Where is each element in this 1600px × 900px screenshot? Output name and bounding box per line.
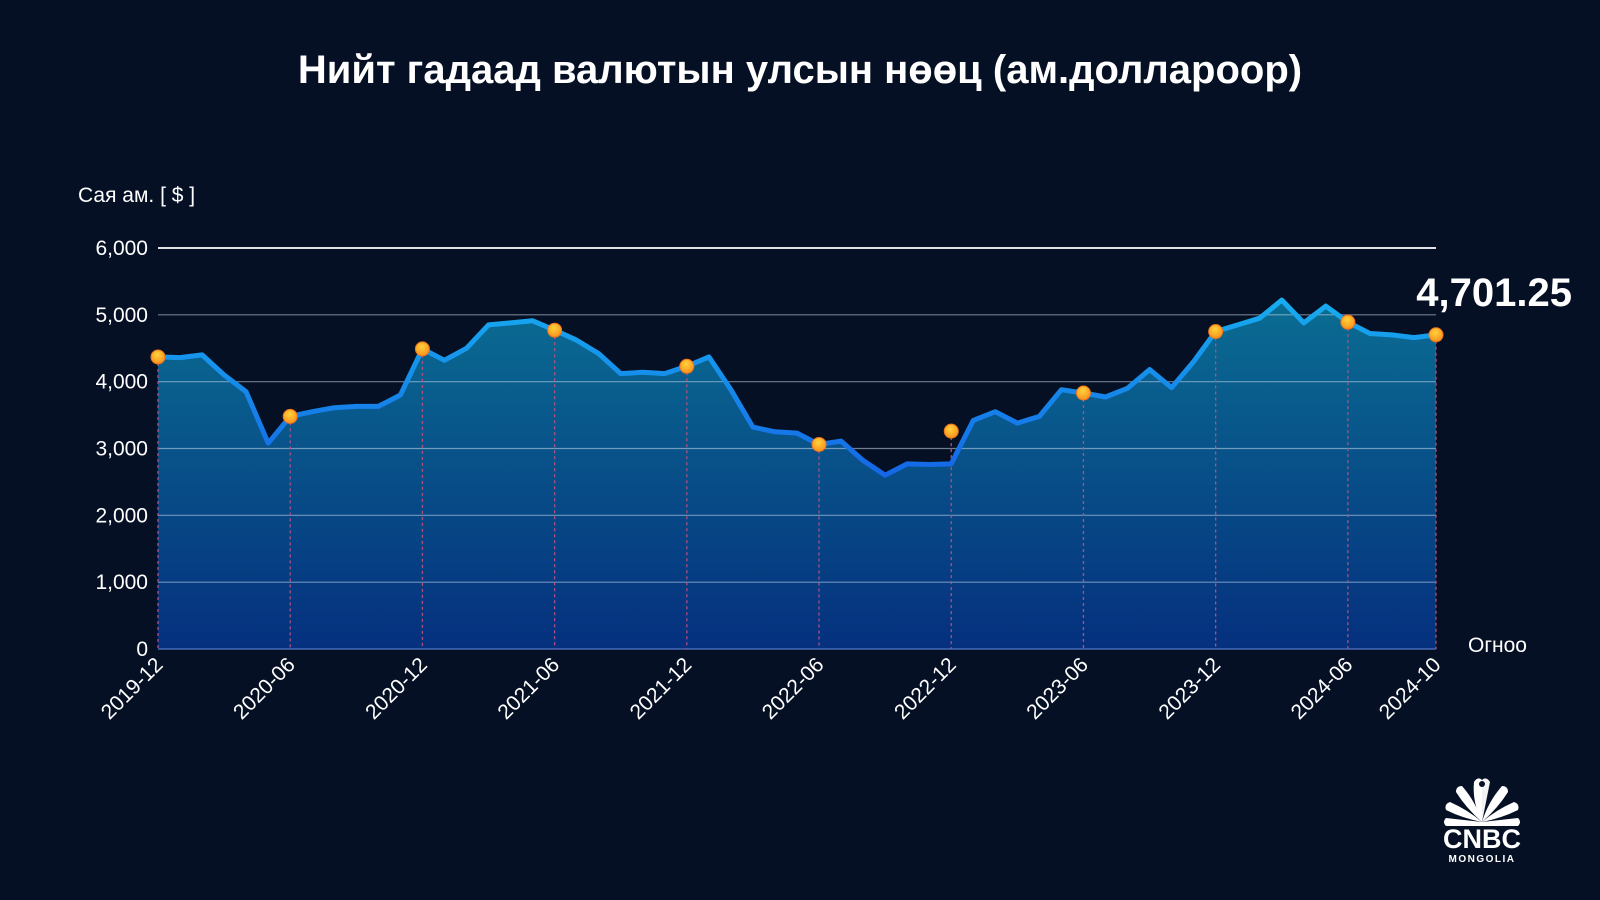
x-tick-label: 2024-10 <box>1375 653 1446 724</box>
marker-drop-lines <box>157 322 1437 649</box>
logo-wordmark: CNBC <box>1443 824 1521 854</box>
x-tick-label: 2020-06 <box>229 653 300 724</box>
y-tick-label: 1,000 <box>95 571 148 594</box>
gridlines <box>158 247 1436 650</box>
y-tick-label: 6,000 <box>95 237 148 260</box>
peacock-icon <box>1444 778 1520 826</box>
last-value-label: 4,701.25 <box>1416 271 1572 315</box>
chart-title: Нийт гадаад валютын улсын нөөц (ам.долла… <box>297 48 1303 92</box>
x-tick-label: 2021-12 <box>626 653 697 724</box>
x-tick-label: 2019-12 <box>97 653 168 724</box>
data-marker <box>1075 385 1091 401</box>
series-line <box>155 297 1439 478</box>
area-fill <box>158 300 1436 649</box>
area-layer <box>158 300 1436 649</box>
data-marker <box>414 341 430 357</box>
y-tick-label: 3,000 <box>95 438 148 461</box>
y-axis-label: Сая ам. [ $ ] <box>78 184 195 207</box>
data-marker <box>1208 324 1224 340</box>
x-tick-label: 2022-12 <box>890 653 961 724</box>
y-axis-ticks: 0 1,000 2,000 3,000 4,000 5,000 6,000 <box>95 237 148 661</box>
x-tick-label: 2024-06 <box>1287 653 1358 724</box>
x-tick-label: 2020-12 <box>361 653 432 724</box>
cnbc-mongolia-logo: CNBC MONGOLIA <box>1432 772 1532 868</box>
y-tick-label: 5,000 <box>95 304 148 327</box>
y-tick-label: 2,000 <box>95 504 148 527</box>
data-marker <box>811 436 827 452</box>
data-marker <box>943 423 959 439</box>
y-tick-label: 0 <box>136 638 148 661</box>
x-axis-ticks: 2019-12 2020-06 2020-12 2021-06 2021-12 2022-… <box>97 653 1446 724</box>
y-tick-label: 4,000 <box>95 371 148 394</box>
x-tick-label: 2023-06 <box>1022 653 1093 724</box>
x-tick-label: 2021-06 <box>493 653 564 724</box>
data-marker <box>282 408 298 424</box>
marker-layer <box>150 314 1444 452</box>
x-axis-label: Огноо <box>1468 634 1527 657</box>
data-marker <box>1428 327 1444 343</box>
x-tick-label: 2022-06 <box>758 653 829 724</box>
series-line-layer <box>155 297 1439 478</box>
data-marker <box>1340 314 1356 330</box>
data-marker <box>150 349 166 365</box>
data-marker <box>547 322 563 338</box>
data-marker <box>679 358 695 374</box>
logo-subtitle: MONGOLIA <box>1448 854 1516 865</box>
x-tick-label: 2023-12 <box>1154 653 1225 724</box>
